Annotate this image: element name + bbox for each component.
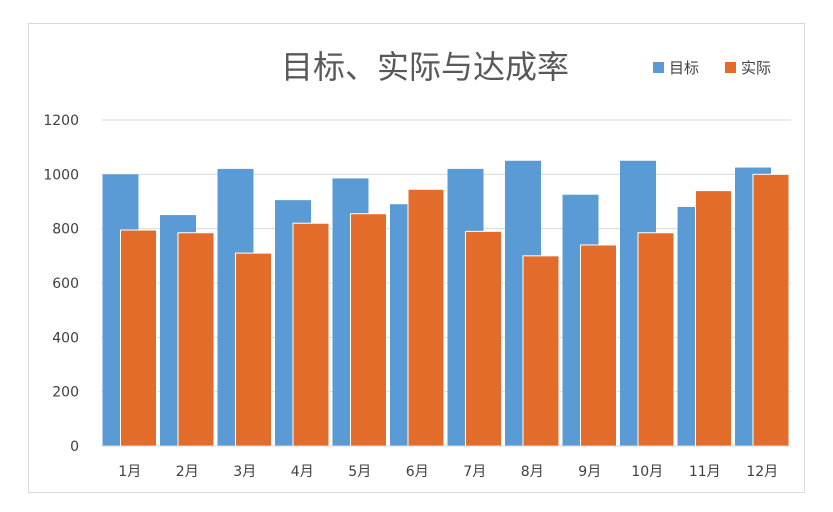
bar-actual	[465, 230, 502, 447]
y-tick-label: 1000	[43, 167, 79, 183]
x-tick-label: 12月	[746, 464, 778, 480]
x-tick-label: 9月	[578, 464, 601, 480]
bar-actual	[522, 255, 560, 447]
gridlines	[101, 119, 791, 393]
y-tick-label: 800	[52, 222, 79, 238]
x-tick-label: 3月	[233, 464, 256, 480]
legend-swatch-actual	[725, 62, 736, 73]
bar-actual	[580, 244, 617, 447]
x-tick-label: 6月	[406, 464, 429, 480]
x-tick-label: 8月	[521, 464, 544, 480]
bar-actual	[752, 173, 790, 447]
y-tick-label: 1200	[43, 113, 79, 129]
x-tick-label: 2月	[176, 464, 199, 480]
y-tick-label: 200	[52, 385, 79, 401]
bar-actual	[350, 213, 387, 447]
legend-swatch-target	[653, 62, 664, 73]
legend-label-actual: 实际	[741, 59, 771, 77]
legend-label-target: 目标	[669, 59, 699, 77]
x-tick-label: 11月	[689, 464, 721, 480]
x-tick-label: 4月	[291, 464, 314, 480]
bar-actual	[292, 222, 330, 447]
y-tick-label: 600	[52, 276, 79, 292]
bar-actual	[235, 252, 272, 447]
bar-actual	[177, 232, 215, 447]
x-tick-label: 5月	[348, 464, 371, 480]
bar-actual	[637, 232, 675, 447]
x-tick-label: 1月	[118, 464, 141, 480]
y-tick-label: 400	[52, 330, 79, 346]
chart-title: 目标、实际与达成率	[281, 48, 569, 86]
bar-actual	[120, 229, 157, 447]
x-tick-label: 7月	[463, 464, 486, 480]
y-tick-label: 0	[70, 439, 79, 455]
x-axis-ticks: 1月 2月 3月 4月 5月 6月 7月 8月 9月 10月 11月 12月	[118, 464, 778, 480]
legend: 目标 实际	[653, 59, 771, 77]
bar-actual	[695, 190, 732, 447]
bar-actual	[407, 188, 445, 447]
bars	[102, 160, 790, 447]
x-tick-label: 10月	[631, 464, 663, 480]
y-axis-ticks: 0 200 400 600 800 1000 1200	[43, 113, 79, 455]
